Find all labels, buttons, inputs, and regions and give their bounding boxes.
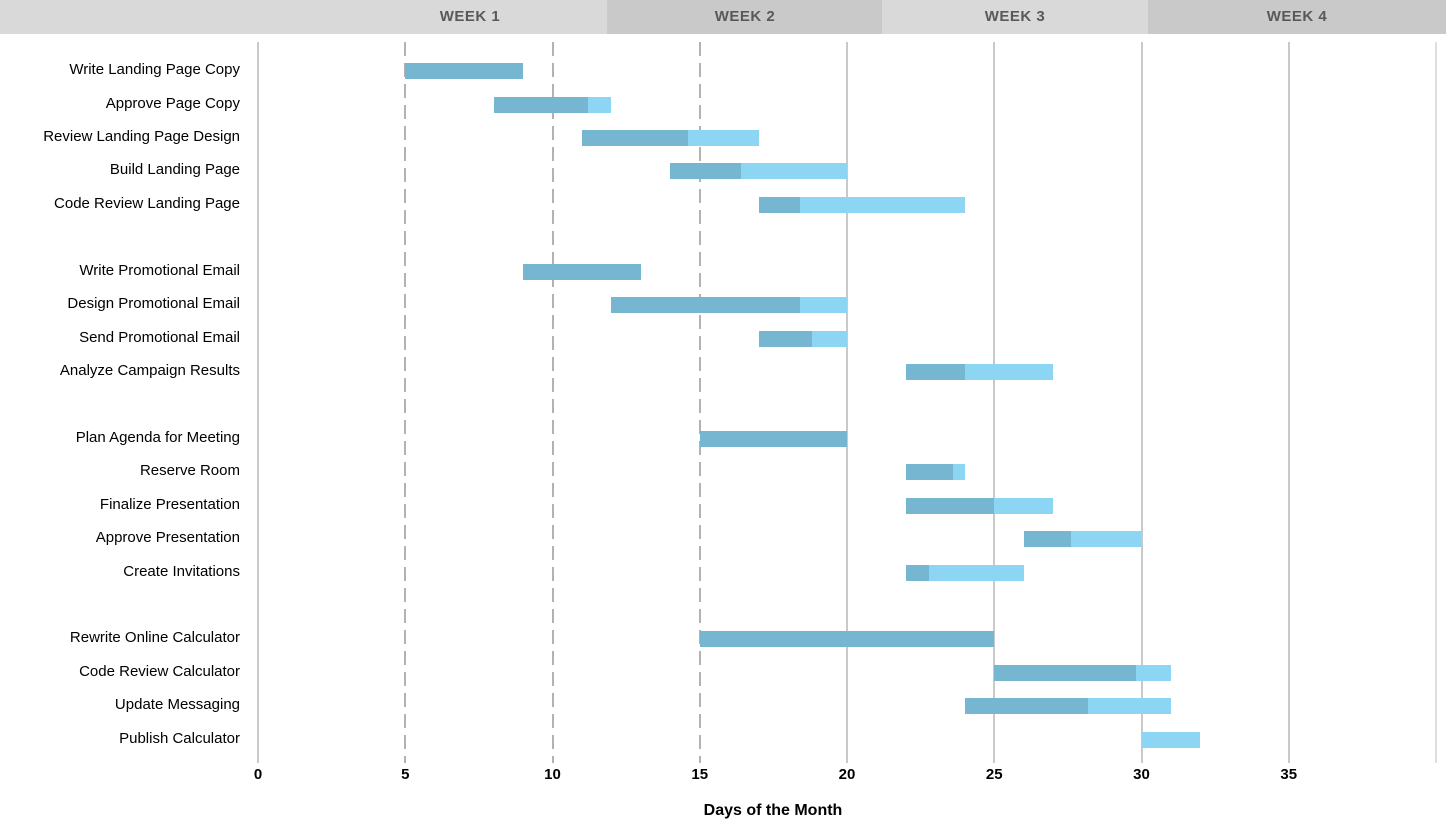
gridline-day-5 <box>404 42 407 763</box>
gantt-bar-complete-segment <box>964 698 1089 715</box>
gantt-bar <box>699 631 995 648</box>
week-4-header-cell <box>1148 0 1446 34</box>
gantt-bar <box>905 464 965 481</box>
week-4-label: WEEK 4 <box>1266 8 1328 25</box>
task-label: Build Landing Page <box>109 161 240 179</box>
gantt-bar <box>994 664 1171 681</box>
x-tick-label: 5 <box>401 766 410 783</box>
gantt-bar-complete-segment <box>994 664 1136 681</box>
x-tick-label: 0 <box>253 766 263 783</box>
x-tick-label: 15 <box>691 766 709 783</box>
gantt-bar-complete-segment <box>581 130 688 147</box>
gridline-day-25 <box>993 42 996 763</box>
gantt-bar <box>699 430 847 447</box>
gantt-bar <box>905 497 1054 514</box>
gantt-bar-complete-segment <box>523 263 641 280</box>
gantt-bar-complete-segment <box>905 464 953 481</box>
task-label: Design Promotional Email <box>67 295 240 313</box>
task-label: Approve Presentation <box>95 529 240 547</box>
gantt-bar-complete-segment <box>905 564 930 581</box>
gantt-bar-complete-segment <box>699 631 995 648</box>
task-label: Write Landing Page Copy <box>69 61 240 79</box>
gridline-day-20 <box>846 42 848 763</box>
gantt-bar-complete-segment <box>405 63 524 80</box>
week-2-header-cell <box>607 0 882 34</box>
gridline-day-10 <box>551 42 554 763</box>
gantt-bar <box>905 363 1054 380</box>
x-tick-label: 25 <box>985 766 1003 783</box>
week-header-band: WEEK 1 WEEK 2 WEEK 3 WEEK 4 <box>0 0 1446 34</box>
gantt-bar-complete-segment <box>758 196 800 213</box>
gantt-bar <box>1023 531 1142 548</box>
gantt-bar <box>405 63 524 80</box>
task-label: Send Promotional Email <box>79 328 240 346</box>
task-label: Analyze Campaign Results <box>59 361 240 379</box>
gantt-bar <box>1141 731 1201 748</box>
gantt-bar <box>670 163 847 180</box>
gantt-bar-complete-segment <box>699 430 847 447</box>
gantt-bar <box>758 330 847 347</box>
gantt-bar <box>758 196 965 213</box>
task-label: Approve Page Copy <box>105 94 240 112</box>
x-tick-label: 30 <box>1133 766 1150 783</box>
week-2-label: WEEK 2 <box>714 8 776 25</box>
task-label: Finalize Presentation <box>99 495 240 513</box>
task-label: Plan Agenda for Meeting <box>75 428 240 446</box>
gantt-bar-complete-segment <box>905 363 965 380</box>
x-axis-title: Days of the Month <box>703 802 843 819</box>
x-tick-label: 10 <box>544 766 561 783</box>
gantt-plot-area: Write Landing Page Copy Approve Page Copy… <box>0 34 1446 836</box>
task-label: Create Invitations <box>123 562 240 580</box>
gridline-day-15 <box>698 42 701 763</box>
gantt-bar-complete-segment <box>611 297 800 314</box>
task-label: Rewrite Online Calculator <box>69 629 240 647</box>
gantt-bar <box>523 263 641 280</box>
gantt-bar-complete-segment <box>493 96 588 113</box>
task-label: Write Promotional Email <box>79 261 240 279</box>
gantt-bar <box>611 297 847 314</box>
task-label: Update Messaging <box>114 696 240 714</box>
gantt-bar-complete-segment <box>758 330 812 347</box>
x-tick-label: 35 <box>1280 766 1298 783</box>
gantt-bar-complete-segment <box>905 497 995 514</box>
task-label: Publish Calculator <box>119 729 240 747</box>
x-tick-label: 20 <box>838 766 856 783</box>
gridline-day-40 <box>1435 42 1437 763</box>
task-label: Reserve Room <box>139 462 240 480</box>
gantt-bar-complete-segment <box>670 163 741 180</box>
gridline-day-35 <box>1287 42 1290 763</box>
week-3-label: WEEK 3 <box>984 8 1046 25</box>
task-label: Code Review Calculator <box>79 662 240 680</box>
gantt-bar-complete-segment <box>1023 531 1071 548</box>
gridline-day-0 <box>257 42 259 763</box>
gantt-bar <box>905 564 1024 581</box>
task-label: Review Landing Page Design <box>43 128 240 146</box>
task-label: Code Review Landing Page <box>54 194 240 212</box>
gridline-day-30 <box>1140 42 1143 763</box>
gantt-bar <box>581 130 759 147</box>
gantt-bar <box>964 698 1171 715</box>
gantt-bar <box>493 96 612 113</box>
week-1-label: WEEK 1 <box>439 8 501 25</box>
